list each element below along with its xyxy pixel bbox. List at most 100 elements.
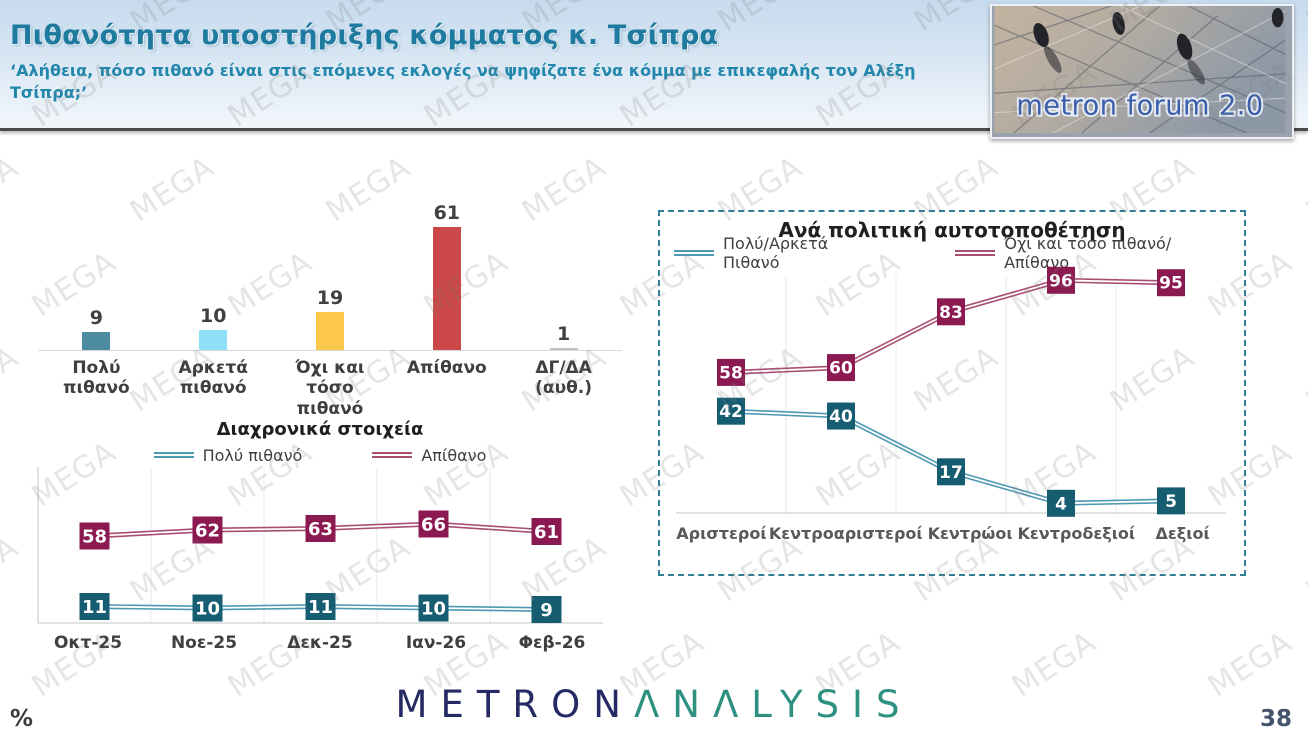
data-point-value: 96 — [1049, 271, 1073, 291]
trend-chart: Διαχρονικά στοιχεία Πολύ πιθανό Απίθανο … — [30, 419, 610, 653]
data-point-value: 58 — [82, 527, 107, 548]
unit-label: % — [10, 706, 34, 732]
bar — [199, 330, 228, 350]
brand-analysis: ΛNΛLYSIS — [633, 683, 913, 726]
legend-label: Πολύ πιθανό — [202, 445, 303, 465]
watermark-text: MEGA — [1299, 529, 1308, 610]
x-axis-category-label: Νοε-25 — [170, 633, 238, 653]
data-point-marker — [305, 515, 336, 542]
bar-category-label: Όχι και τόσο πιθανό — [295, 358, 365, 419]
political-self-placement-chart: Ανά πολιτική αυτοτοποθέτηση Πολύ/Αρκετά … — [658, 210, 1246, 576]
series-line-inner — [730, 279, 1172, 374]
bar-category-label: ΔΓ/ΔΑ (αυθ.) — [535, 358, 592, 399]
legend-label: Απίθανο — [421, 445, 487, 465]
bar-value-label: 9 — [89, 307, 104, 329]
data-point-marker — [937, 458, 965, 486]
trend-chart-title: Διαχρονικά στοιχεία — [216, 419, 424, 440]
header-divider — [0, 128, 1308, 131]
bar-column: 10 — [155, 305, 272, 350]
data-point-value: 60 — [829, 359, 853, 379]
x-axis-category-label: Κεντρώοι — [927, 524, 1013, 543]
data-point-value: 10 — [195, 599, 220, 620]
legend-label: Όχι και τόσο πιθανό/Απίθανο — [1004, 234, 1172, 272]
metron-forum-logo: metron forum 2.0 — [990, 4, 1294, 139]
data-point-value: 62 — [195, 521, 220, 542]
bar — [432, 227, 461, 350]
data-point-value: 4 — [1055, 494, 1067, 514]
data-point-marker — [717, 358, 745, 386]
x-axis-category-label: Φεβ-26 — [518, 633, 586, 653]
data-point-marker — [1047, 489, 1075, 517]
data-point-value: 63 — [308, 519, 333, 540]
data-point-value: 40 — [829, 407, 853, 427]
data-point-value: 42 — [719, 402, 743, 422]
legend-item-apithano: Απίθανο — [372, 446, 486, 465]
page-title: Πιθανότητα υποστήριξης κόμματος κ. Τσίπρ… — [10, 20, 719, 51]
watermark-text: MEGA — [0, 149, 25, 230]
data-point-value: 58 — [719, 363, 743, 383]
data-point-marker — [79, 522, 110, 550]
data-point-value: 66 — [421, 515, 446, 536]
watermark-text: MEGA — [1299, 149, 1308, 230]
legend-line-swatch-maroon — [372, 452, 413, 458]
data-point-marker — [192, 594, 223, 622]
bar-column: 9 — [38, 307, 155, 350]
bar-value-label: 61 — [433, 202, 461, 224]
bar — [549, 348, 578, 350]
data-point-marker — [531, 596, 562, 623]
page-number: 38 — [1259, 706, 1292, 732]
metron-analysis-logo: METRONΛNΛLYSIS — [0, 683, 1308, 726]
data-point-value: 10 — [421, 599, 446, 620]
series-line-inner — [730, 410, 1172, 505]
x-axis-category-label: Κεντροαριστεροί — [768, 524, 923, 543]
legend-item-oxi-apithano: Όχι και τόσο πιθανό/Απίθανο — [955, 234, 1230, 272]
data-point-value: 17 — [939, 463, 963, 483]
data-point-marker — [192, 516, 223, 544]
x-axis-category-label: Δεκ-25 — [287, 633, 353, 653]
bar-category-labels: Πολύ πιθανό Αρκετά πιθανό Όχι και τόσο πιθ… — [38, 358, 622, 419]
data-point-marker — [79, 593, 110, 620]
data-point-marker — [717, 397, 745, 425]
data-point-value: 95 — [1159, 274, 1183, 294]
watermark-text: MEGA — [0, 529, 25, 610]
metron-forum-logo-text: metron forum 2.0 — [1016, 91, 1263, 122]
trend-x-labels: Οκτ-25 Νοε-25 Δεκ-25 Ιαν-26 Φεβ-26 — [30, 633, 610, 653]
legend-line-swatch-teal — [674, 250, 714, 256]
bar — [315, 312, 344, 350]
x-axis-category-label: Ιαν-26 — [405, 633, 467, 653]
placement-x-labels: Αριστεροί Κεντροαριστεροί Κεντρώοι Κεντροδε… — [674, 524, 1230, 543]
x-axis-category-label: Δεξιοί — [1155, 524, 1210, 543]
page-subtitle: ‘Αλήθεια, πόσο πιθανό είναι στις επόμενε… — [10, 61, 916, 103]
watermark-text: MEGA — [1299, 339, 1308, 420]
data-point-marker — [305, 593, 336, 620]
likelihood-bar-chart: 9 10 19 61 1 Πολύ πιθανό Αρκετά πιθανό Όχι και… — [38, 182, 622, 419]
data-point-marker — [937, 298, 965, 326]
data-point-value: 5 — [1165, 492, 1177, 512]
placement-chart-legend: Πολύ/Αρκετά Πιθανό Όχι και τόσο πιθανό/Α… — [674, 234, 1230, 272]
bar-plot-area: 9 10 19 61 1 — [38, 182, 622, 351]
bar-category-label: Αρκετά πιθανό — [178, 358, 248, 399]
series-line-outer — [730, 277, 1172, 375]
legend-item-poli-arketa-pithano: Πολύ/Αρκετά Πιθανό — [674, 234, 885, 272]
bar-column: 1 — [505, 323, 622, 350]
brand-metron: METRON — [395, 683, 634, 726]
data-point-marker — [418, 510, 449, 538]
bar-category-label: Πολύ πιθανό — [63, 358, 130, 399]
data-point-value: 61 — [534, 522, 559, 543]
data-point-marker — [827, 354, 855, 382]
data-point-marker — [418, 594, 449, 622]
watermark-text: MEGA — [0, 339, 25, 420]
legend-line-swatch-maroon — [955, 250, 996, 256]
bar-column: 19 — [272, 287, 389, 350]
legend-line-swatch-teal — [153, 452, 194, 458]
data-point-marker — [827, 402, 855, 430]
data-point-value: 11 — [308, 597, 333, 618]
bar-value-label: 19 — [316, 287, 344, 309]
x-axis-category-label: Οκτ-25 — [53, 633, 123, 653]
data-point-value: 83 — [939, 303, 963, 323]
bar-column: 61 — [388, 202, 505, 350]
placement-line-plot: 42 40 17 4 5 58 60 83 96 95 — [676, 266, 1226, 517]
x-axis-category-label: Αριστεροί — [676, 524, 767, 543]
data-point-value: 9 — [540, 600, 553, 621]
